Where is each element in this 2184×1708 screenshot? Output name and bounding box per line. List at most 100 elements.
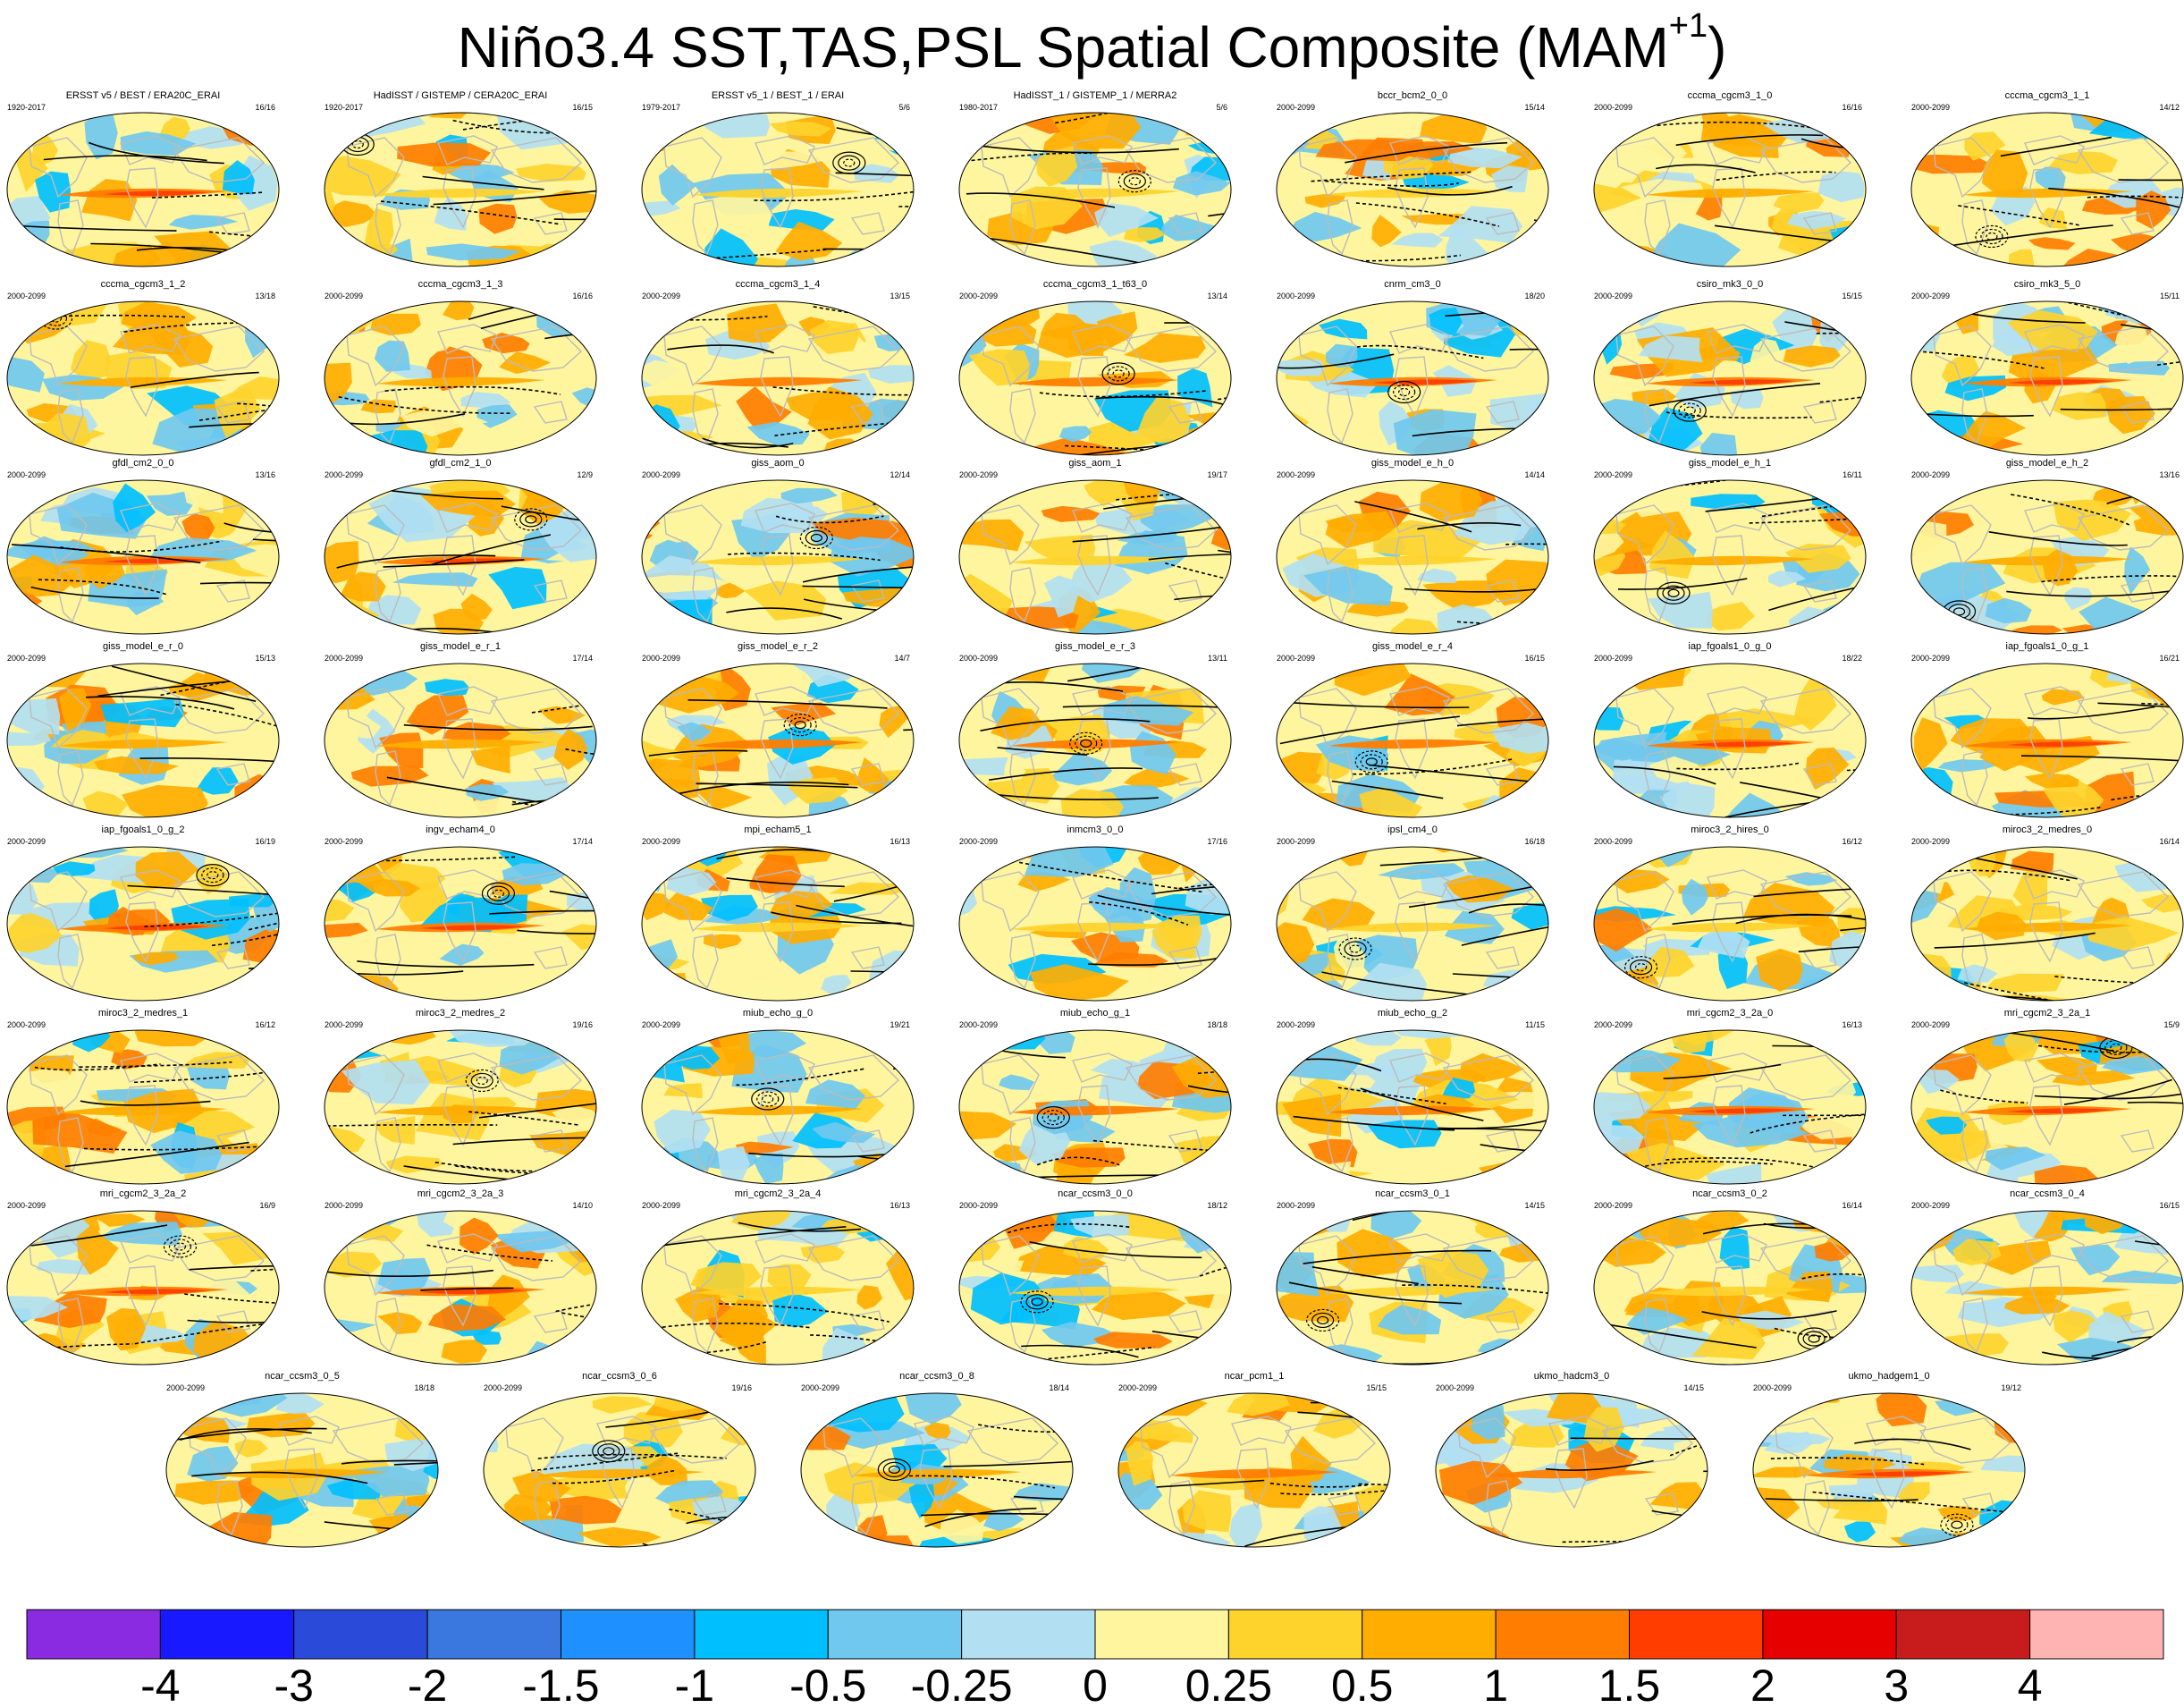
psl-contour bbox=[1649, 383, 1821, 407]
anomaly-patch bbox=[1626, 1306, 1689, 1335]
coastline bbox=[346, 137, 405, 199]
psl-contour-ring bbox=[1975, 224, 2009, 249]
anomaly-patch bbox=[2052, 1310, 2101, 1343]
map-outline bbox=[1910, 846, 2184, 1002]
coastline bbox=[1327, 199, 1353, 256]
anomaly-patch bbox=[1391, 233, 1444, 248]
map-plot bbox=[1435, 1392, 1708, 1548]
coastline bbox=[57, 934, 84, 990]
anomaly-patch bbox=[696, 784, 753, 811]
equatorial-anomaly bbox=[375, 739, 545, 749]
anomaly-patch bbox=[443, 301, 475, 321]
anomaly-patch bbox=[959, 757, 1008, 776]
map-panel: csiro_mk3_0_0 2000-2099 15/15 bbox=[1591, 278, 1868, 457]
psl-contour-ring bbox=[492, 889, 505, 898]
anomaly-patch bbox=[1981, 149, 2028, 197]
psl-contour-ring bbox=[465, 1069, 499, 1093]
psl-contour bbox=[1277, 353, 1395, 369]
psl-contour bbox=[431, 534, 552, 566]
psl-contour bbox=[2022, 1504, 2025, 1529]
anomaly-patch bbox=[1911, 664, 1960, 681]
equatorial-anomaly bbox=[1962, 188, 2132, 199]
anomaly-patch bbox=[2108, 360, 2171, 376]
coastline bbox=[215, 763, 250, 786]
anomaly-patch bbox=[1035, 146, 1078, 187]
coastline bbox=[760, 356, 794, 418]
coastline bbox=[981, 871, 1040, 933]
map-outline bbox=[1593, 300, 1867, 456]
psl-contour bbox=[687, 699, 888, 709]
equatorial-anomaly bbox=[1169, 1468, 1339, 1479]
map-plot bbox=[1117, 1392, 1391, 1548]
anomaly-patch bbox=[736, 386, 792, 431]
anomaly-patch bbox=[325, 441, 360, 455]
panel-years: 2000-2099 bbox=[1118, 1383, 1158, 1392]
coastline bbox=[1615, 504, 1674, 566]
anomaly-patch bbox=[1315, 139, 1424, 162]
anomaly-patch bbox=[1181, 426, 1231, 455]
panel-title: ipsl_cm4_0 bbox=[1387, 824, 1438, 835]
anomaly-patch bbox=[1190, 1030, 1228, 1047]
anomaly-patch bbox=[690, 1262, 763, 1293]
anomaly-patch bbox=[1767, 571, 1807, 588]
coastline bbox=[375, 934, 401, 990]
map-outline bbox=[1276, 1210, 1549, 1366]
psl-contour bbox=[272, 331, 279, 347]
anomaly-patch bbox=[1639, 335, 1703, 363]
anomaly-patch bbox=[996, 904, 1078, 934]
anomaly-patch bbox=[642, 892, 673, 921]
psl-contour bbox=[1352, 1211, 1488, 1222]
anomaly-patch bbox=[863, 249, 914, 266]
psl-contour bbox=[83, 1145, 274, 1151]
equatorial-anomaly bbox=[1328, 1286, 1497, 1297]
coastline bbox=[1009, 1117, 1036, 1173]
psl-contour bbox=[1358, 1483, 1390, 1501]
map-panel: ingv_echam4_0 2000-2099 17/14 bbox=[322, 824, 599, 1002]
coastline bbox=[332, 1417, 425, 1464]
psl-contour bbox=[1461, 926, 1548, 946]
panel-counts: 15/13 bbox=[255, 654, 275, 663]
coastline bbox=[490, 326, 583, 372]
equatorial-anomaly bbox=[1962, 922, 2132, 933]
coastline bbox=[1389, 1053, 1450, 1083]
psl-contour bbox=[64, 1141, 249, 1168]
psl-contour bbox=[1456, 613, 1548, 625]
panel-title: csiro_mk3_5_0 bbox=[2013, 279, 2081, 290]
map-panel: iap_fgoals1_0_g_1 2000-2099 16/21 bbox=[1909, 640, 2184, 819]
anomaly-patch bbox=[1325, 511, 1396, 549]
panel-counts: 12/9 bbox=[577, 470, 593, 479]
equatorial-core bbox=[103, 1289, 210, 1295]
panel-years: 2000-2099 bbox=[1911, 292, 1951, 300]
psl-contour bbox=[223, 522, 279, 534]
psl-contour bbox=[835, 172, 914, 182]
panel-counts: 19/16 bbox=[731, 1383, 752, 1392]
anomaly-patch bbox=[1730, 387, 1764, 410]
anomaly-patch bbox=[642, 877, 662, 892]
psl-contour bbox=[1509, 348, 1548, 365]
anomaly-patch bbox=[1649, 1482, 1707, 1511]
coastline bbox=[375, 1298, 401, 1354]
psl-contour bbox=[987, 792, 1159, 800]
coastline bbox=[663, 504, 722, 566]
psl-contour bbox=[1665, 1157, 1817, 1169]
coastline bbox=[1077, 1265, 1111, 1327]
map-outline bbox=[1910, 663, 2184, 818]
psl-contour-ring bbox=[832, 151, 866, 174]
panel-counts: 5/6 bbox=[898, 103, 910, 112]
panel-title: giss_model_e_r_3 bbox=[1055, 641, 1135, 652]
map-plot bbox=[958, 112, 1232, 267]
map-panel: mpi_echam5_1 2000-2099 16/13 bbox=[639, 824, 916, 1002]
equatorial-core bbox=[420, 1289, 527, 1295]
coastline bbox=[2024, 503, 2085, 533]
anomaly-patch bbox=[2141, 893, 2183, 913]
psl-contour bbox=[1854, 1438, 1971, 1450]
psl-contour bbox=[1165, 562, 1231, 589]
map-outline bbox=[1593, 1029, 1867, 1185]
psl-contour bbox=[667, 344, 774, 354]
coastline bbox=[807, 871, 900, 917]
anomaly-patch bbox=[1060, 789, 1125, 817]
panel-counts: 16/18 bbox=[1524, 837, 1545, 846]
coastline bbox=[755, 1233, 815, 1264]
coastline bbox=[1707, 686, 1767, 716]
anomaly-patch bbox=[923, 1422, 951, 1439]
